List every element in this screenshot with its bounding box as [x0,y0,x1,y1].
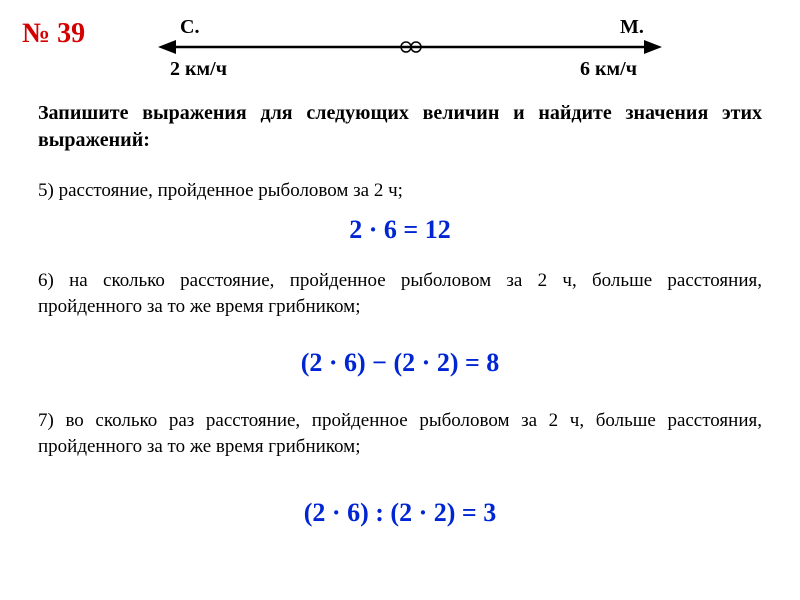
arrowhead-left [158,40,176,54]
task-instruction: Запишите выражения для следующих величин… [38,100,762,154]
speed-right-label: 6 км/ч [580,58,637,80]
subtask-7-text: 7) во сколько раз расстояние, пройденное… [38,408,762,459]
motion-diagram: С. М. 2 км/ч 6 км/ч [150,15,670,90]
problem-number: № 39 [22,18,85,50]
speed-left-label: 2 км/ч [170,58,227,80]
diagram-left-label: С. [180,16,199,38]
arrowhead-right [644,40,662,54]
subtask-5-formula: 2 · 6 = 12 [0,215,800,245]
diagram-right-label: М. [620,16,644,38]
subtask-7-formula: (2 · 6) : (2 · 2) = 3 [0,498,800,528]
subtask-6-formula: (2 · 6) − (2 · 2) = 8 [0,348,800,378]
subtask-5-text: 5) расстояние, пройденное рыболовом за 2… [38,178,762,204]
subtask-6-text: 6) на сколько расстояние, пройденное рыб… [38,268,762,319]
